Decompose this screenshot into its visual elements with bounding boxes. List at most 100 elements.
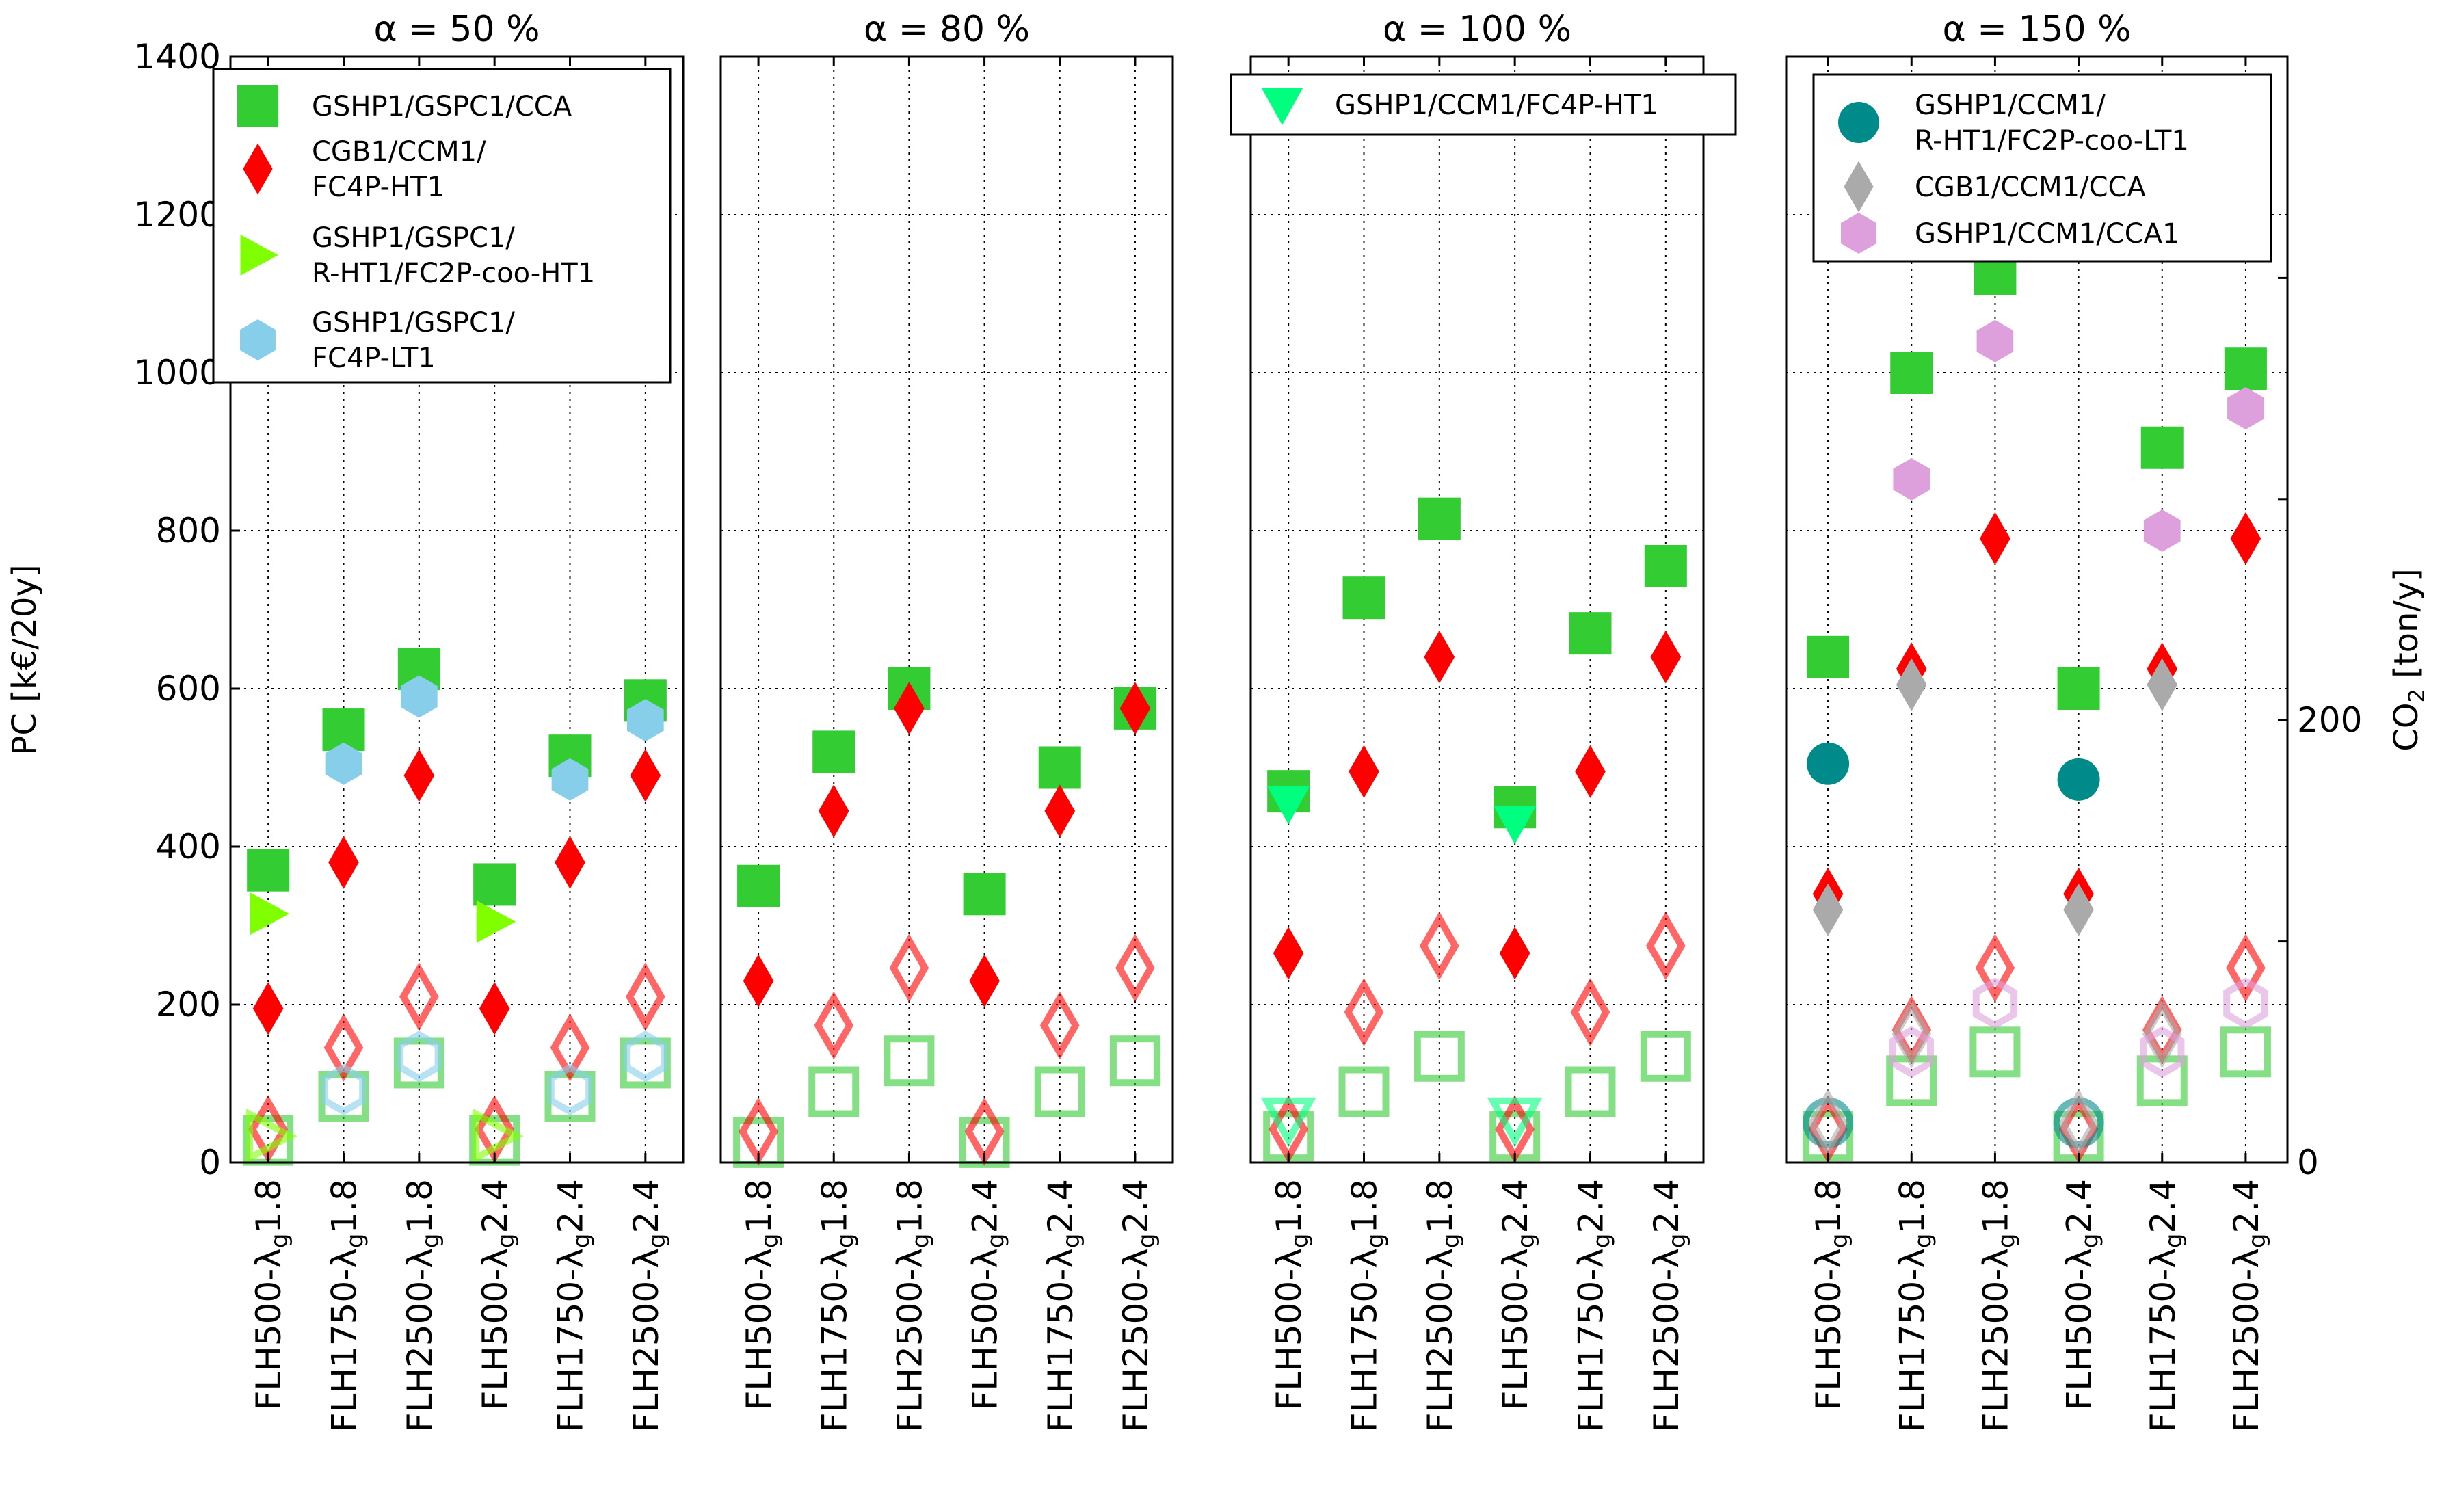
panel-0-category-label-3: FLH500-λg2.4 bbox=[475, 1179, 520, 1410]
right-axis-label-sub: 2 bbox=[2404, 689, 2430, 702]
category-label-tail: 2.4 bbox=[966, 1179, 1005, 1234]
panel-2-series-1-co2-point-2 bbox=[1420, 912, 1459, 981]
panel-2-frame bbox=[1249, 55, 1705, 1164]
panel-0-category-label-0: FLH500-λg1.8 bbox=[249, 1179, 293, 1410]
panel-2-series-2-co2-point-3 bbox=[1487, 1097, 1543, 1148]
panel-0-legend: GSHP1/GSPC1/CCA CGB1/CCM1/FC4P-HT1 GSHP1/G… bbox=[212, 68, 672, 384]
category-label-tail: 1.8 bbox=[1809, 1179, 1848, 1234]
panel-3-category-label-4: FLH1750-λg2.4 bbox=[2143, 1179, 2188, 1432]
panel-2-series-1-co2-point-1 bbox=[1344, 978, 1384, 1047]
category-label-sub: g bbox=[983, 1234, 1010, 1249]
panel-3-legend-swatch-1 bbox=[1844, 161, 1874, 213]
panel-3-series-3-pc-point-0 bbox=[1812, 883, 1844, 937]
panel-1-series-0-pc-point-3 bbox=[963, 873, 1006, 916]
panel-1-category-label-1: FLH1750-λg1.8 bbox=[814, 1179, 859, 1432]
panel-1-frame bbox=[719, 55, 1174, 1164]
category-label-tail: 1.8 bbox=[400, 1179, 440, 1234]
panel-1-series-0-co2-point-4 bbox=[1034, 1066, 1085, 1117]
category-label-base: FLH1750-λ bbox=[551, 1248, 591, 1432]
panel-2-series-0-pc-point-5 bbox=[1644, 544, 1687, 587]
panel-0-series-3-co2-point-2 bbox=[397, 1030, 442, 1083]
panel-3-legend-label-0-line-0: GSHP1/CCM1/ bbox=[1915, 90, 2106, 121]
panel-0-legend-swatch-3 bbox=[240, 319, 276, 360]
category-label-base: FLH2500-λ bbox=[2227, 1248, 2266, 1432]
panel-3-series-3-co2-point-4 bbox=[2142, 1000, 2182, 1069]
panel-3-category-label-2: FLH2500-λg1.8 bbox=[1976, 1179, 2020, 1432]
panel-0-series-0-pc-point-3 bbox=[473, 863, 516, 906]
category-label-sub: g bbox=[1993, 1234, 2020, 1249]
panel-1-category-label-3: FLH500-λg2.4 bbox=[966, 1179, 1010, 1410]
category-label-base: FLH1750-λ bbox=[814, 1248, 854, 1432]
category-label-sub: g bbox=[342, 1234, 369, 1249]
panel-0-series-2-pc-point-0 bbox=[250, 892, 290, 936]
panel-3-series-3-pc-point-3 bbox=[2063, 883, 2094, 937]
panel-0-legend-label-2-line-0: GSHP1/GSPC1/ bbox=[312, 222, 515, 254]
left-ytick-label-1: 200 bbox=[156, 985, 221, 1024]
panel-0-series-1-pc-point-4 bbox=[555, 836, 585, 889]
category-label-tail: 1.8 bbox=[325, 1179, 364, 1234]
panel-3-series-0-pc-point-0 bbox=[1807, 635, 1850, 678]
left-ytick-label-2: 400 bbox=[156, 827, 221, 866]
panel-2-series-0-pc-point-1 bbox=[1342, 576, 1385, 620]
left-axis-label: PC [k€/20y] bbox=[5, 564, 44, 755]
panel-0-series-3-pc-point-1 bbox=[325, 742, 362, 785]
category-label-base: FLH500-λ bbox=[1496, 1248, 1535, 1410]
category-label-sub: g bbox=[1437, 1234, 1465, 1249]
panel-2-series-1-pc-point-5 bbox=[1650, 631, 1682, 684]
panel-3-series-1-co2-point-5 bbox=[2226, 933, 2266, 1003]
panel-3-category-label-0: FLH500-λg1.8 bbox=[1809, 1179, 1853, 1410]
panel-1-series-1-co2-point-4 bbox=[1039, 991, 1080, 1060]
panel-0-legend-swatch-2 bbox=[240, 235, 278, 276]
category-label-sub: g bbox=[1133, 1234, 1160, 1249]
panel-1-series-1-co2-point-2 bbox=[889, 933, 929, 1003]
panel-3-category-label-5: FLH2500-λg2.4 bbox=[2227, 1179, 2271, 1432]
panel-1-series-0-co2-point-1 bbox=[808, 1066, 860, 1117]
legends-layer: GSHP1/GSPC1/CCA CGB1/CCM1/FC4P-HT1 GSHP1/G… bbox=[212, 68, 2272, 384]
panel-0-series-1-co2-point-1 bbox=[323, 1013, 364, 1082]
category-label-tail: 1.8 bbox=[1420, 1179, 1460, 1234]
panel-3-series-4-pc-point-1 bbox=[1893, 457, 1930, 501]
category-label-sub: g bbox=[1362, 1234, 1390, 1249]
left-ytick-label-5: 1000 bbox=[134, 353, 221, 393]
panel-0-legend-label-3-line-0: GSHP1/GSPC1/ bbox=[312, 307, 515, 339]
right-axis-label-tail: [ton/y] bbox=[2387, 568, 2426, 689]
category-label-tail: 2.4 bbox=[551, 1179, 591, 1234]
panel-0-series-3-pc-point-2 bbox=[400, 675, 438, 718]
category-label-base: FLH500-λ bbox=[2060, 1248, 2099, 1410]
panel-1-series-1-co2-point-1 bbox=[814, 991, 854, 1060]
category-label-tail: 1.8 bbox=[1892, 1179, 1932, 1234]
panel-3-series-3-pc-point-1 bbox=[1896, 658, 1927, 711]
panel-1-series-1-pc-point-0 bbox=[743, 954, 774, 1008]
panel-3-series-1-pc-point-2 bbox=[1980, 512, 2010, 566]
category-label-tail: 1.8 bbox=[890, 1179, 929, 1234]
panel-3-series-3-pc-point-4 bbox=[2147, 658, 2178, 711]
category-label-base: FLH1750-λ bbox=[1041, 1248, 1080, 1432]
panel-0-legend-frame bbox=[212, 68, 672, 384]
category-label-sub: g bbox=[643, 1234, 671, 1249]
right-ytick-label-1: 200 bbox=[2297, 700, 2362, 740]
panel-0-series-3-pc-point-5 bbox=[626, 699, 664, 742]
category-label-tail: 2.4 bbox=[1571, 1179, 1611, 1234]
right-ytick-label-0: 0 bbox=[2297, 1143, 2319, 1182]
panel-1-series-0-pc-point-4 bbox=[1038, 746, 1081, 789]
panel-0-series-1-pc-point-1 bbox=[328, 836, 359, 889]
category-label-sub: g bbox=[417, 1234, 444, 1249]
panel-1-series-0-co2-point-2 bbox=[884, 1035, 935, 1087]
panel-3-series-4-co2-point-2 bbox=[1972, 977, 2018, 1029]
panel-0-category-label-4: FLH1750-λg2.4 bbox=[551, 1179, 596, 1432]
panel-2-series-1-co2-point-5 bbox=[1646, 912, 1686, 981]
panel-3-series-0-co2-point-5 bbox=[2220, 1026, 2271, 1078]
panel-2-series-0-co2-point-4 bbox=[1565, 1066, 1616, 1117]
panel-0-legend-label-0-line-0: GSHP1/GSPC1/CCA bbox=[312, 91, 572, 122]
panel-3-frame bbox=[1785, 55, 2289, 1164]
panel-0-series-3-co2-point-1 bbox=[321, 1063, 367, 1116]
category-label-base: FLH500-λ bbox=[966, 1248, 1005, 1410]
panel-2-series-0-co2-point-2 bbox=[1414, 1031, 1465, 1082]
panel-3-series-3-co2-point-3 bbox=[2058, 1088, 2099, 1157]
category-label-sub: g bbox=[1909, 1234, 1937, 1249]
panel-1-series-1-co2-point-5 bbox=[1115, 933, 1155, 1003]
panel-3-legend-label-1-line-0: CGB1/CCM1/CCA bbox=[1915, 172, 2146, 203]
panel-0-category-label-2: FLH2500-λg1.8 bbox=[400, 1179, 444, 1432]
category-label-base: FLH500-λ bbox=[475, 1248, 515, 1410]
category-label-tail: 1.8 bbox=[1976, 1179, 2015, 1234]
